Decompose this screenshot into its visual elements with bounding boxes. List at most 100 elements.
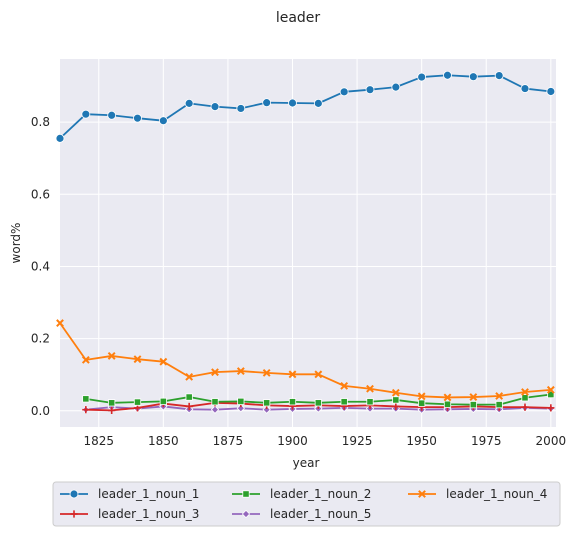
y-tick-label: 0.4 <box>31 259 50 273</box>
legend-item-leader_1_noun_4: leader_1_noun_4 <box>408 487 547 501</box>
data-point-leader_1_noun_1 <box>494 71 504 80</box>
y-axis-label: word% <box>9 223 23 264</box>
x-tick-label: 1850 <box>148 434 179 448</box>
data-point-leader_1_noun_4 <box>340 381 349 390</box>
data-point-leader_1_noun_2 <box>418 399 426 407</box>
data-point-leader_1_noun_4-stroke-b <box>417 392 426 401</box>
data-point-leader_1_noun_1-shape <box>520 84 530 93</box>
data-point-leader_1_noun_2-shape <box>82 395 90 403</box>
data-point-leader_1_noun_5-shape <box>210 405 220 414</box>
series-line-leader_1_noun_4 <box>59 322 551 399</box>
data-point-leader_1_noun_3 <box>82 406 90 414</box>
legend-label: leader_1_noun_2 <box>270 487 371 501</box>
data-point-leader_1_noun_3 <box>392 402 400 411</box>
data-point-leader_1_noun_4-stroke-b <box>288 370 297 379</box>
data-point-leader_1_noun_4 <box>521 388 529 396</box>
data-point-leader_1_noun_4-stroke-b <box>185 372 194 381</box>
data-point-leader_1_noun_5-shape <box>262 405 271 414</box>
data-point-leader_1_noun_2-shape <box>314 399 322 407</box>
data-point-leader_1_noun_1-shape <box>417 72 427 82</box>
data-point-leader_1_noun_1-shape <box>107 110 117 120</box>
legend-swatch-marker-stroke-b <box>418 490 426 498</box>
data-point-leader_1_noun_4 <box>236 367 245 375</box>
data-point-leader_1_noun_2 <box>340 398 348 406</box>
data-point-leader_1_noun_1-shape <box>184 98 194 108</box>
data-point-leader_1_noun_1 <box>313 98 323 108</box>
data-point-leader_1_noun_5 <box>210 405 220 414</box>
x-axis-label: year <box>293 456 320 470</box>
data-point-leader_1_noun_1 <box>417 72 427 82</box>
data-point-leader_1_noun_2-shape <box>469 401 477 409</box>
x-tick-label: 2000 <box>536 434 567 448</box>
data-point-leader_1_noun_1-shape <box>494 71 504 80</box>
data-point-leader_1_noun_2-shape <box>495 401 503 409</box>
data-point-leader_1_noun_1-shape <box>288 98 297 108</box>
data-point-leader_1_noun_2 <box>495 401 503 409</box>
data-point-leader_1_noun_4 <box>159 357 168 366</box>
data-point-leader_1_noun_1 <box>210 102 220 112</box>
data-point-leader_1_noun_4 <box>107 352 116 360</box>
legend-swatch-marker <box>418 490 426 498</box>
data-point-leader_1_noun_4 <box>391 388 400 397</box>
data-point-leader_1_noun_1-shape <box>339 87 349 97</box>
y-tick-label: 0.2 <box>31 332 50 346</box>
data-point-leader_1_noun_2-shape <box>418 399 426 407</box>
data-point-leader_1_noun_2 <box>185 393 193 401</box>
data-point-leader_1_noun_1 <box>107 110 117 120</box>
data-point-leader_1_noun_4 <box>366 384 374 393</box>
legend-swatch-marker <box>242 490 250 498</box>
data-point-leader_1_noun_1 <box>262 98 272 108</box>
data-point-leader_1_noun_2-shape <box>185 393 193 401</box>
legend: leader_1_noun_1 leader_1_noun_3 leader_1_n… <box>52 481 561 527</box>
plot-area <box>60 59 556 427</box>
y-tick-label: 0.6 <box>31 187 50 201</box>
data-point-leader_1_noun_2 <box>263 399 271 407</box>
data-point-leader_1_noun_3 <box>547 404 555 412</box>
data-point-leader_1_noun_2 <box>133 398 142 406</box>
data-point-leader_1_noun_1 <box>365 85 375 95</box>
data-point-leader_1_noun_1 <box>158 116 168 126</box>
data-point-leader_1_noun_1-shape <box>210 102 220 112</box>
data-point-leader_1_noun_4 <box>417 392 426 401</box>
data-point-leader_1_noun_2 <box>392 396 400 404</box>
data-point-leader_1_noun_4-stroke-b <box>236 367 245 375</box>
data-point-leader_1_noun_1 <box>443 70 452 80</box>
data-point-leader_1_noun_4-stroke-b <box>546 385 555 394</box>
tick-labels: 1825 1850 1875 1900 1925 1950 1975 2000 0.0 0.2 0.… <box>31 115 566 448</box>
legend-item-leader_1_noun_5: leader_1_noun_5 <box>232 507 371 521</box>
data-point-leader_1_noun_4-stroke-b <box>314 370 323 379</box>
data-point-leader_1_noun_2-shape <box>443 400 452 408</box>
data-point-leader_1_noun_4 <box>443 393 452 402</box>
data-point-leader_1_noun_4 <box>546 385 555 394</box>
legend-item-leader_1_noun_2: leader_1_noun_2 <box>232 487 371 501</box>
data-point-leader_1_noun_1 <box>520 84 530 93</box>
data-point-leader_1_noun_1-shape <box>468 72 478 82</box>
data-point-leader_1_noun_1-shape <box>546 87 556 96</box>
data-point-leader_1_noun_2-shape <box>288 398 297 406</box>
data-point-leader_1_noun_2 <box>547 390 555 399</box>
data-point-leader_1_noun_4-stroke-b <box>133 355 142 364</box>
legend-label: leader_1_noun_1 <box>98 487 199 501</box>
data-point-leader_1_noun_1 <box>55 133 65 143</box>
data-point-leader_1_noun_4-stroke-b <box>521 388 529 396</box>
legend-frame <box>52 481 561 527</box>
data-point-leader_1_noun_4-stroke-b <box>469 393 478 401</box>
data-point-leader_1_noun_1 <box>391 82 401 92</box>
x-tick-label: 1950 <box>406 434 437 448</box>
x-tick-label: 1875 <box>213 434 244 448</box>
data-point-leader_1_noun_3 <box>521 403 529 411</box>
data-point-leader_1_noun_1-shape <box>158 116 168 126</box>
series-layer <box>55 70 556 415</box>
data-point-leader_1_noun_4 <box>185 372 194 381</box>
data-point-leader_1_noun_4-stroke-b <box>340 381 349 390</box>
data-point-leader_1_noun_1-shape <box>313 98 323 108</box>
data-point-leader_1_noun_4-stroke-b <box>56 319 64 328</box>
legend-swatch-marker <box>241 509 251 519</box>
x-tick-label: 1900 <box>277 434 308 448</box>
legend-item-leader_1_noun_3: leader_1_noun_3 <box>60 507 199 521</box>
data-point-leader_1_noun_1-shape <box>81 109 91 119</box>
data-point-leader_1_noun_1 <box>81 109 91 119</box>
data-point-leader_1_noun_1-shape <box>236 104 246 113</box>
data-point-leader_1_noun_2 <box>469 401 477 409</box>
